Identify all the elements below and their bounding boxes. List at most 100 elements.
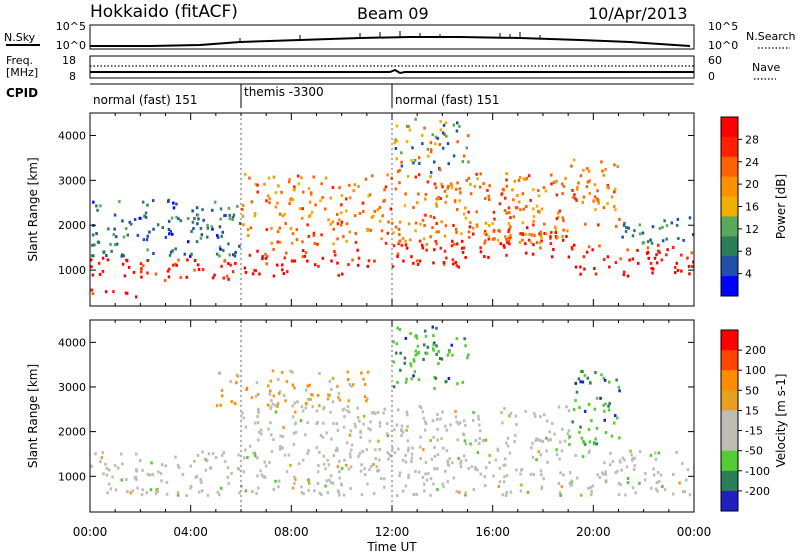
range-cell: [540, 487, 543, 491]
range-cell: [633, 229, 636, 233]
range-cell: [524, 177, 527, 181]
colorbar-swatch: [721, 390, 738, 411]
range-cell: [199, 478, 202, 482]
range-cell: [543, 222, 546, 226]
range-cell: [139, 216, 143, 220]
range-cell: [313, 489, 316, 493]
range-cell: [427, 472, 430, 476]
range-cell: [140, 275, 143, 279]
range-cell: [542, 477, 545, 481]
range-cell: [415, 259, 419, 263]
range-cell: [522, 177, 526, 181]
range-cell: [560, 485, 564, 489]
range-cell: [373, 259, 376, 263]
range-cell: [220, 486, 223, 490]
range-cell: [614, 414, 617, 418]
range-cell: [618, 389, 621, 393]
range-cell: [456, 140, 459, 144]
range-cell: [658, 226, 662, 230]
range-cell: [136, 486, 139, 490]
range-cell: [387, 457, 390, 461]
range-cell: [91, 233, 95, 237]
range-cell: [408, 128, 412, 132]
range-cell: [404, 239, 407, 243]
range-cell: [578, 406, 581, 409]
range-cell: [567, 255, 571, 259]
range-cell: [256, 421, 260, 425]
range-cell: [424, 351, 427, 355]
nsearch-tick-top: 10^5: [708, 20, 738, 33]
y-tick-label: 1000: [58, 264, 86, 277]
range-cell: [476, 177, 479, 181]
range-cell: [400, 151, 403, 155]
range-cell: [274, 479, 277, 483]
range-cell: [156, 489, 159, 493]
range-cell: [348, 433, 352, 437]
range-cell: [456, 121, 459, 125]
range-cell: [322, 421, 325, 425]
range-cell: [345, 197, 348, 201]
range-cell: [325, 479, 329, 483]
range-cell: [174, 247, 177, 251]
range-cell: [113, 213, 117, 217]
range-cell: [393, 451, 397, 455]
range-cell: [356, 416, 360, 419]
range-cell: [675, 223, 679, 227]
range-cell: [555, 217, 559, 221]
colorbar-tick-label: 50: [745, 384, 759, 397]
range-cell: [592, 199, 596, 203]
range-cell: [579, 174, 583, 178]
range-cell: [299, 207, 302, 211]
range-cell: [465, 146, 468, 150]
range-cell: [429, 477, 433, 481]
range-cell: [563, 439, 567, 443]
range-cell: [291, 383, 295, 387]
range-cell: [691, 264, 694, 268]
range-cell: [307, 448, 310, 452]
range-cell: [279, 434, 282, 438]
range-cell: [429, 493, 432, 497]
range-cell: [357, 184, 360, 188]
range-cell: [570, 164, 573, 168]
range-cell: [359, 469, 363, 473]
range-cell: [368, 193, 372, 197]
range-cell: [553, 432, 556, 436]
range-cell: [631, 458, 634, 462]
range-cell: [403, 361, 406, 365]
range-cell: [542, 186, 546, 190]
range-cell: [506, 436, 510, 440]
range-cell: [369, 428, 372, 432]
range-cell: [248, 253, 252, 257]
range-cell: [189, 486, 192, 490]
range-cell: [469, 182, 472, 186]
range-cell: [351, 258, 354, 262]
range-cell: [404, 243, 408, 247]
range-cell: [429, 214, 432, 218]
range-cell: [616, 165, 619, 169]
range-cell: [191, 209, 194, 213]
range-cell: [330, 259, 333, 263]
range-cell: [483, 230, 487, 234]
x-axis-ticks: 00:00 04:00 08:00 12:00 16:00 20:00 00:00: [73, 525, 712, 539]
range-cell: [241, 207, 244, 211]
range-cell: [434, 142, 437, 146]
range-cell: [579, 380, 582, 384]
range-cell: [376, 469, 379, 473]
range-cell: [410, 456, 413, 460]
range-cell: [306, 223, 309, 227]
range-cell: [570, 483, 573, 487]
range-cell: [169, 229, 172, 233]
range-cell: [446, 186, 449, 190]
nave-tick-bottom: 0: [708, 70, 715, 83]
range-cell: [579, 425, 582, 429]
range-cell: [462, 154, 466, 158]
range-cell: [539, 453, 542, 457]
range-cell: [417, 470, 421, 474]
range-cell: [293, 259, 296, 263]
range-cell: [634, 491, 637, 495]
range-cell: [454, 415, 458, 419]
range-cell: [365, 448, 368, 452]
range-cell: [276, 230, 280, 234]
range-cell: [464, 458, 468, 462]
range-cell: [90, 464, 93, 468]
